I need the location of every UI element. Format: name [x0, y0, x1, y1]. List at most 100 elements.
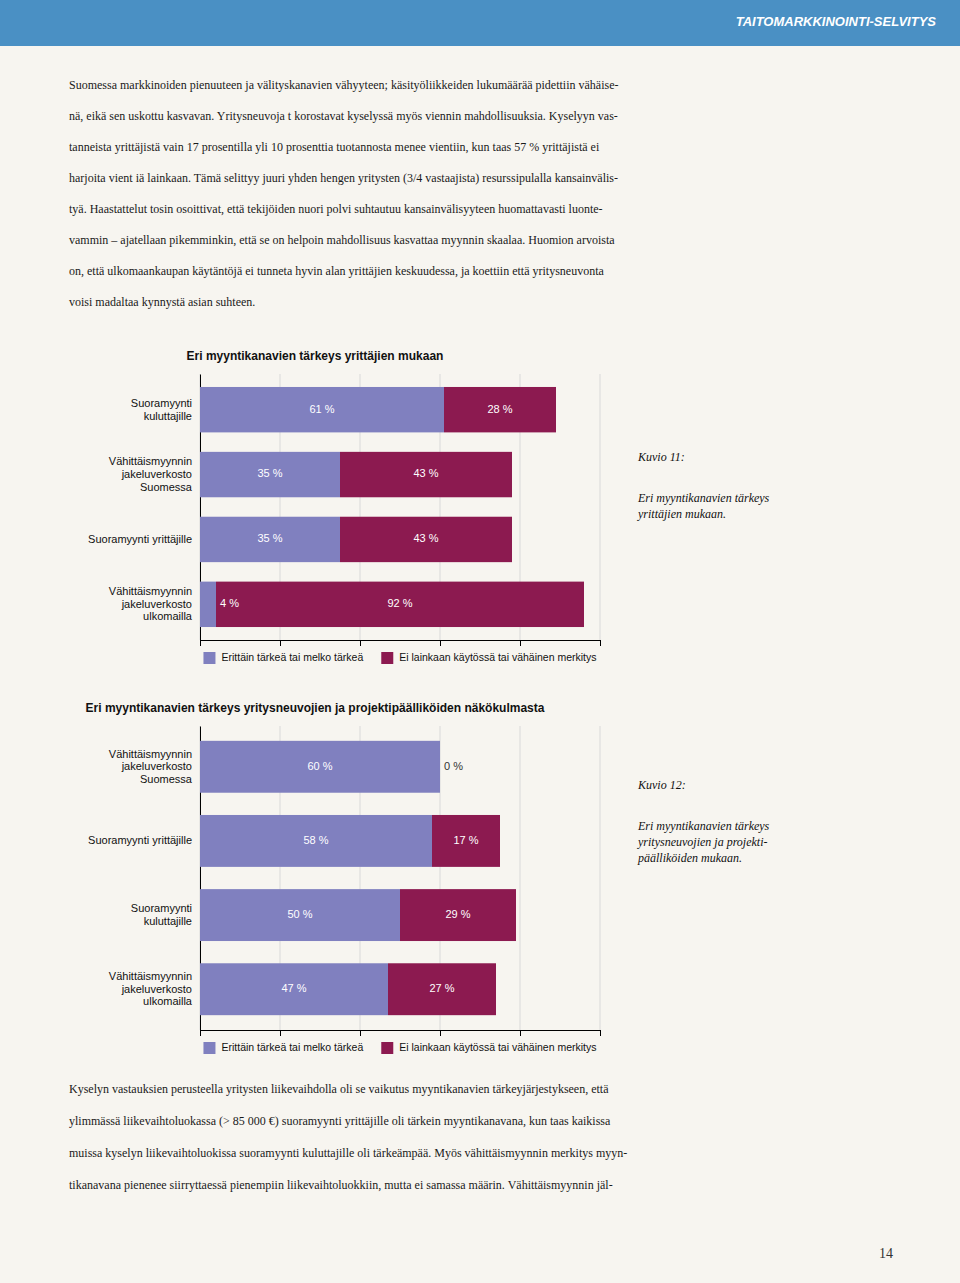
- y-tick-label-line: Vähittäismyynnin: [109, 585, 192, 597]
- y-tick-label: Suoramyynti yrittäjille: [88, 533, 192, 545]
- legend-item: Ei lainkaan käytössä tai vähäinen merkit…: [381, 651, 596, 664]
- legend-label: Ei lainkaan käytössä tai vähäinen merkit…: [399, 651, 596, 663]
- footer-text: Kyselyn vastauksien perusteella yrityste…: [69, 1082, 627, 1192]
- bar: [200, 452, 340, 497]
- y-tick-label-line: ulkomailla: [143, 610, 193, 622]
- y-tick-label: Suoramyyntikuluttajille: [131, 397, 192, 422]
- legend-swatch: [203, 1042, 215, 1054]
- body-line: on, että ulkomaankaupan käytäntöjä ei tu…: [69, 264, 605, 278]
- data-label: 43 %: [413, 532, 438, 544]
- y-tick-label-line: Suoramyynti yrittäjille: [88, 834, 192, 846]
- x-axis-line: [201, 1030, 601, 1031]
- x-tick: [280, 640, 281, 646]
- y-tick-label-line: Vähittäismyynnin: [109, 970, 192, 982]
- legend-label: Ei lainkaan käytössä tai vähäinen merkit…: [399, 1041, 596, 1053]
- legend: Erittäin tärkeä tai melko tärkeä Ei laink…: [203, 1041, 596, 1054]
- x-tick-mark: [360, 640, 361, 646]
- grid-line: [520, 726, 521, 1030]
- caption-title: Kuvio 11:: [637, 450, 685, 464]
- x-tick: [200, 640, 201, 646]
- caption: Kuvio 11: Eri myyntikanavien tärkeys yritt…: [637, 450, 770, 521]
- chart: Eri myyntikanavien tärkeys yritysneuvoji…: [86, 701, 601, 1054]
- bar: [444, 387, 556, 432]
- bar: [340, 452, 512, 497]
- y-tick-label: Suoramyynti yrittäjille: [88, 834, 192, 846]
- y-tick-label: VähittäismyynninjakeluverkostoSuomessa: [109, 455, 193, 492]
- bar: [216, 582, 584, 627]
- y-tick: Vähittäismyynninjakeluverkostoulkomailla: [109, 970, 193, 1007]
- y-tick-label-line: Suomessa: [140, 773, 193, 785]
- y-tick-label-line: Suomessa: [140, 481, 193, 493]
- y-tick-label: Vähittäismyynninjakeluverkostoulkomailla: [109, 970, 193, 1007]
- bar: [200, 815, 432, 867]
- page-number: 14: [879, 1246, 893, 1261]
- body-line: harjoita vient iä lainkaan. Tämä selitty…: [69, 171, 618, 185]
- data-label: 17 %: [453, 834, 478, 846]
- y-tick: Suoramyynti yrittäjille: [88, 533, 192, 545]
- x-tick-mark: [200, 1030, 201, 1036]
- caption: Kuvio 12:Eri myyntikanavien tärkeysyrity…: [637, 778, 770, 865]
- y-tick: Suoramyyntikuluttajille: [131, 397, 192, 422]
- x-axis: [201, 1030, 601, 1036]
- bars: [200, 741, 516, 1015]
- x-tick: [600, 640, 601, 646]
- grid: [200, 374, 600, 640]
- y-tick: VähittäismyynninjakeluverkostoSuomessa: [109, 455, 193, 492]
- legend-item: Erittäin tärkeä tai melko tärkeä: [203, 1041, 363, 1054]
- bar: [200, 741, 440, 793]
- caption-body: Eri myyntikanavien tärkeys yrittäjien muk…: [637, 491, 770, 521]
- bars: [200, 387, 584, 627]
- y-tick-label-line: jakeluverkosto: [121, 983, 192, 995]
- data-label: 43 %: [413, 467, 438, 479]
- x-tick-mark: [440, 1030, 441, 1036]
- bar: [200, 582, 216, 627]
- x-axis-line: [201, 640, 601, 641]
- y-tick-label-line: kuluttajille: [144, 410, 192, 422]
- page: TAITOMARKKINOINTI-SELVITYSSuomessa markk…: [0, 0, 960, 1283]
- data-label: 4 %: [220, 597, 239, 609]
- x-tick: [440, 640, 441, 646]
- y-tick: Vähittäismyynninjakeluverkostoulkomailla: [109, 585, 193, 622]
- body-line: nä, eikä sen uskottu kasvavan. Yritysneu…: [69, 109, 618, 123]
- data-label: 60 %: [307, 760, 332, 772]
- x-tick-mark: [520, 1030, 521, 1036]
- grid: [200, 726, 600, 1030]
- y-tick-label-line: Suoramyynti yrittäjille: [88, 533, 192, 545]
- body-line: vammin – ajatellaan pikemminkin, että se…: [69, 233, 615, 247]
- bar: [388, 963, 496, 1015]
- x-tick: [200, 1030, 201, 1036]
- caption-body-line: yritysneuvojien ja projekti-: [637, 835, 768, 849]
- y-tick: Suoramyynti yrittäjille: [88, 834, 192, 846]
- y-axis: Suoramyyntikuluttajille Vähittäismyynninj…: [88, 375, 200, 641]
- legend-item: Ei lainkaan käytössä tai vähäinen merkit…: [381, 1041, 596, 1054]
- bar: [432, 815, 500, 867]
- caption-body: Eri myyntikanavien tärkeysyritysneuvojie…: [637, 819, 770, 865]
- x-tick-mark: [280, 640, 281, 646]
- chart-title: Eri myyntikanavien tärkeys yrittäjien mu…: [187, 349, 444, 363]
- legend-swatch: [381, 1042, 393, 1054]
- grid-line: [600, 374, 601, 640]
- y-axis: Vähittäismyynninjakeluverkosto Suomessa Su…: [88, 727, 200, 1031]
- x-tick-mark: [200, 640, 201, 646]
- legend: Erittäin tärkeä tai melko tärkeäEi laink…: [203, 651, 596, 664]
- x-tick-mark: [280, 1030, 281, 1036]
- bar: [440, 741, 441, 793]
- footer-line: muissa kyselyn liikevaihtoluokissa suora…: [69, 1146, 627, 1160]
- caption-body-line: yrittäjien mukaan.: [637, 507, 726, 521]
- caption-body-line: Eri myyntikanavien tärkeys: [637, 491, 770, 505]
- data-label: 92 %: [387, 597, 412, 609]
- y-tick-label: Suoramyyntikuluttajille: [131, 902, 192, 927]
- legend-swatch: [203, 652, 215, 664]
- bar: [200, 963, 388, 1015]
- x-tick: [440, 1030, 441, 1036]
- data-label: 0 %: [444, 760, 463, 772]
- y-tick-label-line: Suoramyynti: [131, 397, 192, 409]
- x-tick-mark: [440, 640, 441, 646]
- data-label: 29 %: [445, 908, 470, 920]
- bar: [200, 889, 400, 941]
- data-label: 61 %: [309, 403, 334, 415]
- caption-body-line: päälliköiden mukaan.: [637, 851, 742, 865]
- grid-line: [600, 726, 601, 1030]
- header-bar: [0, 0, 960, 46]
- data-label: 35 %: [257, 467, 282, 479]
